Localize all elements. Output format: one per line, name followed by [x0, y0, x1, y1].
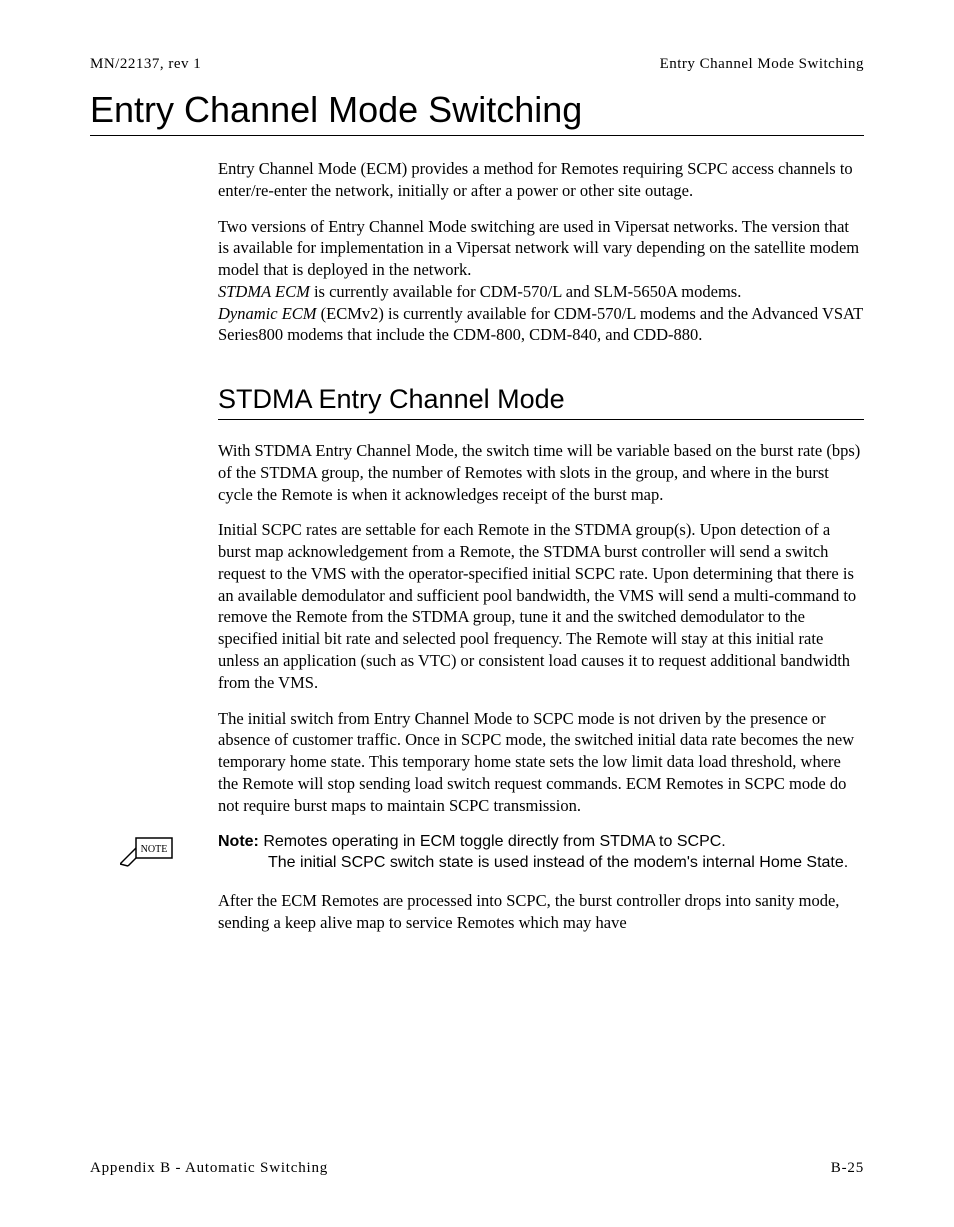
note-block: NOTE Note: Remotes operating in ECM togg…: [90, 832, 864, 876]
page-footer: Appendix B - Automatic Switching B-25: [90, 1160, 864, 1177]
paragraph-3: With STDMA Entry Channel Mode, the switc…: [218, 440, 864, 505]
note-line-1: Remotes operating in ECM toggle directly…: [263, 833, 725, 850]
main-title: Entry Channel Mode Switching: [90, 89, 864, 136]
note-icon-text: NOTE: [141, 844, 168, 855]
note-line-2: The initial SCPC switch state is used in…: [268, 853, 864, 873]
paragraph-6: After the ECM Remotes are processed into…: [218, 890, 864, 934]
para2-italic-2: Dynamic ECM: [218, 304, 317, 323]
note-icon: NOTE: [120, 836, 174, 876]
para2-line-a: Two versions of Entry Channel Mode switc…: [218, 217, 859, 280]
paragraph-2: Two versions of Entry Channel Mode switc…: [218, 216, 864, 347]
note-text: Note: Remotes operating in ECM toggle di…: [218, 832, 864, 873]
footer-right: B-25: [831, 1160, 864, 1177]
paragraph-4: Initial SCPC rates are settable for each…: [218, 519, 864, 693]
note-icon-wrap: NOTE: [90, 832, 218, 876]
section-content: With STDMA Entry Channel Mode, the switc…: [218, 440, 864, 816]
para2-italic-1: STDMA ECM: [218, 282, 310, 301]
header-left: MN/22137, rev 1: [90, 56, 201, 73]
footer-left: Appendix B - Automatic Switching: [90, 1160, 328, 1177]
intro-content: Entry Channel Mode (ECM) provides a meth…: [218, 158, 864, 346]
paragraph-1: Entry Channel Mode (ECM) provides a meth…: [218, 158, 864, 202]
header-right: Entry Channel Mode Switching: [660, 56, 864, 73]
note-label: Note:: [218, 833, 259, 850]
para2-rest-1: is currently available for CDM-570/L and…: [310, 282, 742, 301]
section-title: STDMA Entry Channel Mode: [218, 384, 864, 420]
after-note-content: After the ECM Remotes are processed into…: [218, 890, 864, 934]
page-header: MN/22137, rev 1 Entry Channel Mode Switc…: [90, 56, 864, 73]
paragraph-5: The initial switch from Entry Channel Mo…: [218, 708, 864, 817]
